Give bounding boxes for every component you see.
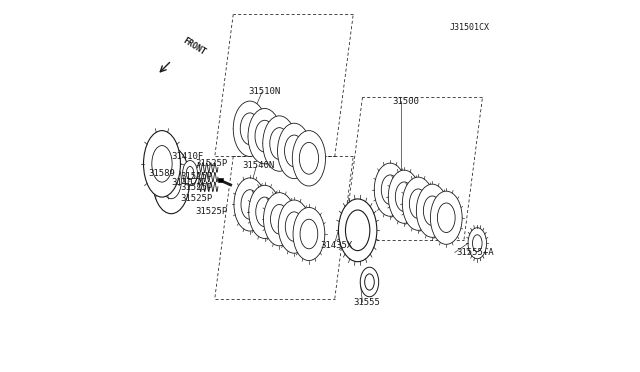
Ellipse shape xyxy=(256,197,273,227)
Text: 31410F: 31410F xyxy=(172,152,204,161)
Ellipse shape xyxy=(233,101,266,157)
Ellipse shape xyxy=(255,120,274,152)
Ellipse shape xyxy=(186,166,194,180)
Ellipse shape xyxy=(285,135,304,167)
Ellipse shape xyxy=(388,170,420,223)
Ellipse shape xyxy=(152,145,172,182)
Text: 31510N: 31510N xyxy=(248,87,280,96)
Text: 31500: 31500 xyxy=(392,97,419,106)
Ellipse shape xyxy=(182,161,197,186)
Text: 31407N: 31407N xyxy=(172,178,204,187)
Ellipse shape xyxy=(143,131,180,197)
Ellipse shape xyxy=(292,131,326,186)
Text: 31525P: 31525P xyxy=(180,183,212,192)
Ellipse shape xyxy=(430,191,462,244)
Ellipse shape xyxy=(241,190,259,219)
Text: 31525P: 31525P xyxy=(196,159,228,169)
Ellipse shape xyxy=(300,219,318,249)
Ellipse shape xyxy=(417,184,448,237)
Text: 31589: 31589 xyxy=(148,169,175,177)
Ellipse shape xyxy=(263,116,296,171)
Ellipse shape xyxy=(424,196,441,225)
Ellipse shape xyxy=(240,113,259,145)
Text: 31555+A: 31555+A xyxy=(456,248,494,257)
Text: 31525P: 31525P xyxy=(180,195,212,203)
Ellipse shape xyxy=(360,267,379,297)
Ellipse shape xyxy=(270,128,289,160)
Ellipse shape xyxy=(234,178,266,231)
Ellipse shape xyxy=(365,274,374,290)
Ellipse shape xyxy=(264,193,295,246)
Text: 31555: 31555 xyxy=(353,298,380,307)
Ellipse shape xyxy=(278,123,311,179)
Text: FRONT: FRONT xyxy=(181,36,207,57)
Ellipse shape xyxy=(346,210,370,251)
Ellipse shape xyxy=(285,212,303,241)
Text: 31435X: 31435X xyxy=(320,241,352,250)
Ellipse shape xyxy=(293,208,324,260)
Text: 31525P: 31525P xyxy=(196,207,228,217)
Ellipse shape xyxy=(396,182,413,211)
Ellipse shape xyxy=(339,199,377,262)
Ellipse shape xyxy=(374,163,406,216)
Text: J31501CX: J31501CX xyxy=(449,23,489,32)
Ellipse shape xyxy=(468,228,486,259)
Ellipse shape xyxy=(437,203,455,232)
Ellipse shape xyxy=(153,147,189,214)
Ellipse shape xyxy=(161,162,181,199)
Text: 31540N: 31540N xyxy=(243,161,275,170)
Ellipse shape xyxy=(381,175,399,205)
Ellipse shape xyxy=(278,200,310,253)
Ellipse shape xyxy=(403,177,434,230)
Text: 31525P: 31525P xyxy=(180,172,212,181)
Ellipse shape xyxy=(472,235,482,252)
Ellipse shape xyxy=(410,189,427,218)
Ellipse shape xyxy=(300,142,319,174)
FancyBboxPatch shape xyxy=(218,178,223,182)
Ellipse shape xyxy=(271,205,288,234)
Ellipse shape xyxy=(248,109,281,164)
Ellipse shape xyxy=(249,185,280,238)
